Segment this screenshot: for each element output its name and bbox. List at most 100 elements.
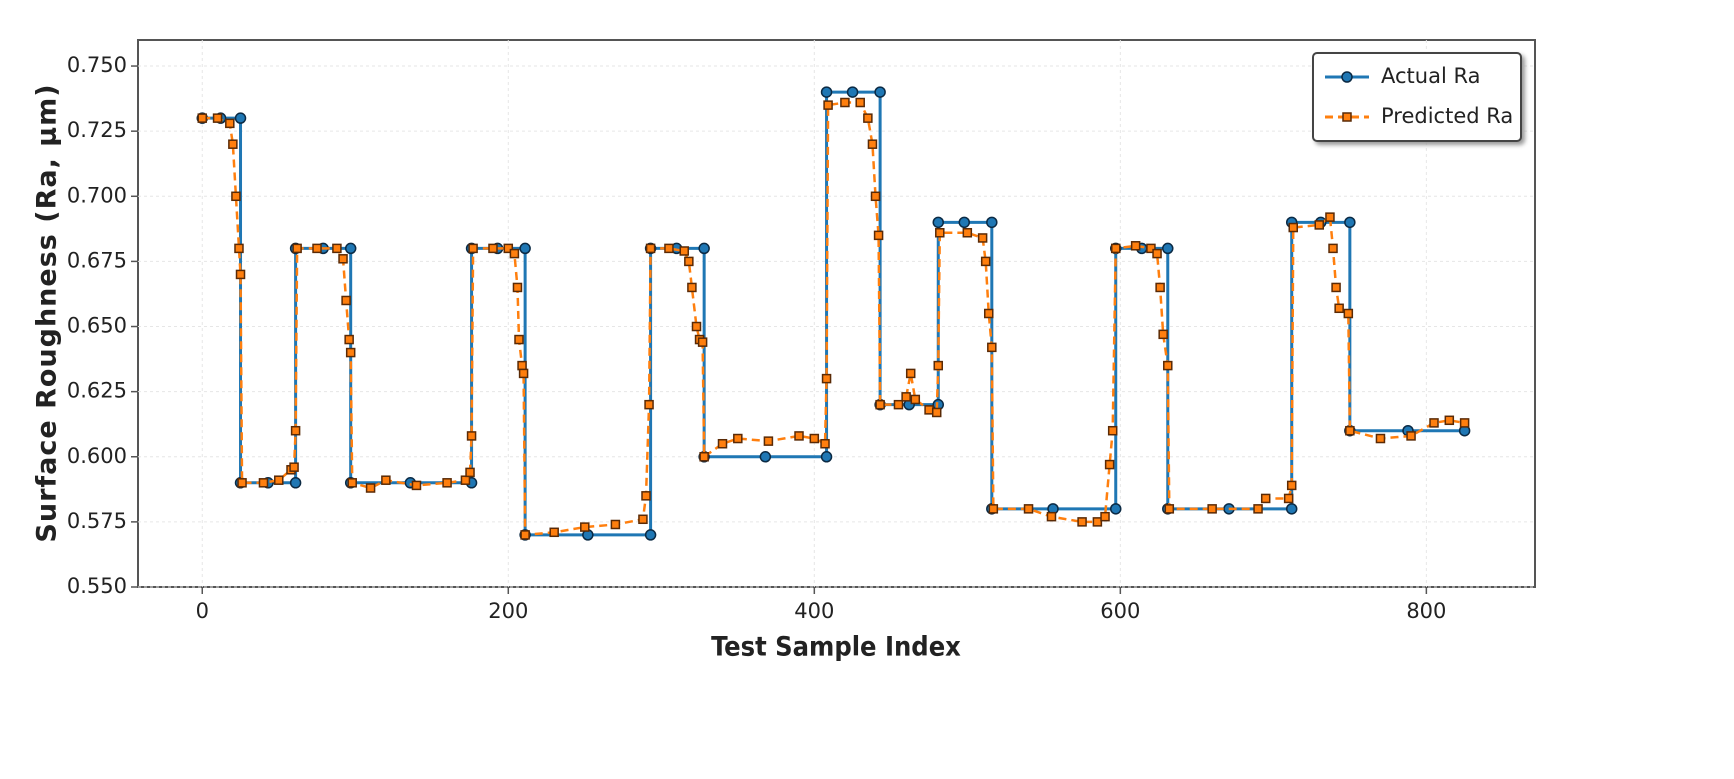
data-point [1375, 433, 1386, 444]
legend-label: Predicted Ra [1381, 104, 1513, 128]
x-tick-label: 200 [488, 599, 528, 623]
data-point [958, 216, 971, 229]
legend-marker [1342, 112, 1352, 122]
y-tick-label: 0.550 [67, 574, 127, 598]
y-tick-label: 0.750 [67, 53, 127, 77]
data-point [1077, 517, 1087, 527]
series-layer [196, 86, 1471, 541]
data-point [644, 399, 654, 410]
x-axis-label: Test Sample Index [711, 632, 961, 663]
data-point [1158, 329, 1168, 340]
data-point [983, 308, 994, 319]
data-point [697, 337, 708, 347]
data-point [698, 242, 710, 255]
data-point [1344, 216, 1356, 229]
data-point [687, 282, 697, 293]
data-point [514, 334, 524, 345]
data-point [691, 321, 702, 332]
data-point [641, 491, 651, 501]
x-tick-label: 400 [794, 599, 834, 623]
data-point [794, 431, 804, 441]
data-point [905, 368, 916, 379]
y-tick-label: 0.725 [67, 118, 127, 142]
data-point [332, 243, 342, 254]
y-tick-label: 0.700 [67, 183, 127, 207]
data-point [932, 216, 945, 229]
data-point [274, 475, 284, 485]
y-tick-label: 0.625 [67, 379, 127, 403]
data-point [460, 475, 471, 485]
data-point [234, 112, 247, 124]
data-point [1334, 303, 1344, 314]
data-point [733, 433, 743, 444]
data-point [846, 86, 859, 98]
data-point [759, 451, 772, 463]
data-point [1152, 248, 1162, 259]
data-point [1286, 480, 1297, 491]
data-point [977, 233, 988, 243]
data-point [855, 97, 865, 108]
data-point [411, 480, 422, 491]
data-point [1260, 493, 1271, 504]
data-point [893, 399, 904, 410]
data-point [1406, 431, 1416, 441]
data-point [234, 243, 244, 254]
data-point [988, 504, 999, 514]
data-point [197, 113, 208, 123]
data-point [289, 462, 299, 472]
data-point [237, 478, 247, 488]
x-tick-label: 600 [1100, 599, 1140, 623]
data-point [901, 392, 911, 402]
data-point [549, 527, 559, 538]
data-point [258, 478, 269, 488]
data-point [1146, 243, 1156, 254]
data-point [465, 467, 475, 478]
data-point [512, 282, 523, 293]
data-point [344, 242, 357, 255]
data-point [1345, 425, 1355, 436]
data-point [820, 86, 833, 98]
data-point [1343, 308, 1354, 319]
data-point [1155, 282, 1165, 293]
data-point [638, 514, 648, 525]
data-point [986, 216, 998, 229]
data-point [365, 483, 376, 493]
data-point [1104, 459, 1115, 470]
series-group [197, 97, 1470, 540]
legend-box [1312, 52, 1522, 142]
data-point [225, 118, 235, 129]
data-point [821, 373, 832, 384]
data-point [338, 254, 348, 264]
x-tick-label: 0 [196, 599, 209, 623]
data-point [503, 243, 514, 254]
data-point [289, 477, 302, 489]
data-point [509, 248, 520, 259]
data-point [1130, 241, 1141, 251]
data-point [763, 436, 774, 446]
data-point [1107, 425, 1118, 436]
data-point [344, 334, 354, 345]
data-point [1253, 504, 1263, 514]
data-point [1459, 418, 1470, 428]
data-point [290, 425, 301, 436]
y-tick-label: 0.650 [67, 314, 127, 338]
data-point [1325, 212, 1335, 222]
data-point [228, 139, 238, 149]
data-point [987, 342, 997, 353]
data-point [1288, 222, 1298, 233]
y-tick-label: 0.575 [67, 509, 127, 533]
data-point [962, 228, 973, 238]
data-point [580, 522, 590, 532]
data-point [1162, 242, 1174, 255]
data-point [1046, 511, 1057, 522]
data-point [518, 368, 529, 379]
data-point [935, 228, 945, 238]
data-point [231, 191, 241, 202]
y-tick-label: 0.675 [67, 248, 127, 272]
data-point [488, 243, 498, 254]
data-point [1110, 243, 1121, 254]
data-point [867, 139, 878, 149]
data-point [1164, 504, 1175, 514]
data-point [1444, 415, 1455, 426]
